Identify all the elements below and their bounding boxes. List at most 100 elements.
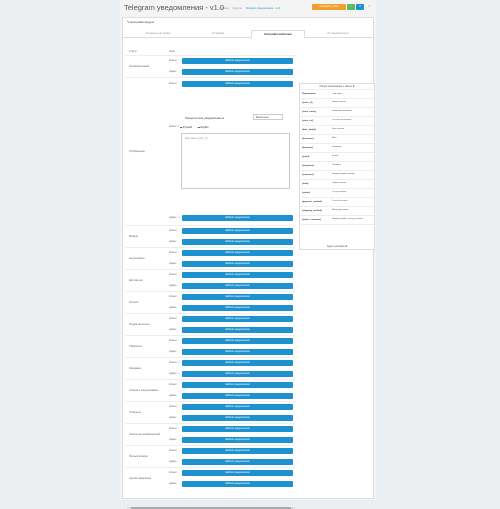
shipping-address-toggle[interactable]: Адрес доставки ✚	[326, 245, 348, 248]
template-button[interactable]: Шаблон уведомления	[182, 415, 293, 421]
table-row: Неоформленный Клиент Шаблон уведомления Адм…	[125, 55, 295, 78]
variable-description: Название магазина	[332, 110, 352, 112]
status-label: Отменено	[129, 411, 141, 414]
template-button[interactable]: Шаблон уведомления	[182, 349, 293, 355]
breadcrumb-home[interactable]: Главная	[219, 7, 229, 10]
variable-name: {order_id}	[302, 102, 313, 104]
variable-description: Статус заказа	[332, 191, 347, 193]
breadcrumb: Главная Модули Telegram уведомления - v1…	[219, 7, 283, 10]
template-button[interactable]: Шаблон уведомления	[182, 316, 293, 322]
template-button[interactable]: Шаблон уведомления	[182, 305, 293, 311]
recipient-label: Клиент	[169, 125, 177, 128]
variable-row: {telephone} Телефон	[300, 162, 374, 171]
tab-about[interactable]: Об уведомлениях	[327, 32, 349, 35]
page: Telegram уведомления - v1.0 Главная Моду…	[120, 0, 376, 509]
template-button[interactable]: Шаблон уведомления	[182, 371, 293, 377]
breadcrumb-current[interactable]: Telegram уведомления - v1.0	[245, 7, 281, 10]
template-button[interactable]: Шаблон уведомления	[182, 81, 293, 87]
enabled-check-icon[interactable]: ✓	[178, 371, 181, 375]
status-label: Неоформленный	[129, 65, 149, 68]
recipient-label: Админ	[169, 216, 177, 219]
tab-templates[interactable]: Настройки шаблонов	[251, 30, 305, 39]
table-row: Истекло Клиент Шаблон уведомления Админ Шабл…	[125, 291, 295, 314]
recipient-label: Админ	[169, 482, 177, 485]
variables-col-desc: Описание	[332, 93, 343, 95]
variable-description: E-mail	[332, 155, 339, 157]
recipient-label: Клиент	[169, 405, 177, 408]
enabled-check-icon[interactable]: ✓	[178, 215, 181, 219]
priority-label: Приоритетное уведомление ●	[185, 116, 225, 120]
template-textarea[interactable]: Ваш заказ {order_id}	[181, 133, 290, 189]
template-button[interactable]: Шаблон уведомления	[182, 239, 293, 245]
recipient-label: Клиент	[169, 471, 177, 474]
table-row: Ожидание Клиент ✓ Шаблон уведомления Админ ✓ Ш…	[125, 357, 295, 380]
variable-name: {date_added}	[302, 129, 316, 131]
tab-install[interactable]: Установка	[211, 32, 225, 35]
status-label: Полный возврат	[129, 455, 148, 458]
enabled-check-icon[interactable]: ✓	[178, 124, 181, 128]
variable-description: Метод доставки	[332, 209, 349, 211]
status-label: Ожидание	[129, 367, 142, 370]
variable-description: Комментарий к статусу заказа	[332, 218, 363, 220]
template-button[interactable]: Шаблон уведомления	[182, 448, 293, 454]
priority-select[interactable]: Выключено	[253, 114, 283, 120]
template-button[interactable]: Шаблон уведомления	[182, 481, 293, 487]
template-button[interactable]: Шаблон уведомления	[182, 360, 293, 366]
template-button[interactable]: Шаблон уведомления	[182, 215, 293, 221]
template-button[interactable]: Шаблон уведомления	[182, 338, 293, 344]
recipient-label: Админ	[169, 460, 177, 463]
status-label: Обработка	[129, 345, 142, 348]
template-button[interactable]: Шаблон уведомления	[182, 261, 293, 267]
table-row: Отменено Клиент Шаблон уведомления Админ Шаб…	[125, 401, 295, 424]
template-button[interactable]: Шаблон уведомления	[182, 272, 293, 278]
enabled-check-icon[interactable]: ✓	[178, 360, 181, 364]
variable-row: {total} Сумма заказа	[300, 180, 374, 189]
recipient-label: Админ	[169, 416, 177, 419]
template-button[interactable]: Шаблон уведомления	[182, 393, 293, 399]
status-label: Доставлено	[129, 279, 143, 282]
template-button[interactable]: Шаблон уведомления	[182, 228, 293, 234]
variables-heading[interactable]: Общая информация о заказе ✚	[300, 84, 374, 90]
variable-name: {lastname}	[302, 147, 314, 149]
variable-row: {email} E-mail	[300, 153, 374, 162]
save-button[interactable]: ✓	[347, 4, 355, 10]
recipient-label: Админ	[169, 240, 177, 243]
table-row: Полный возврат Клиент Шаблон уведомления Ад…	[125, 445, 295, 468]
template-button[interactable]: Шаблон уведомления	[182, 437, 293, 443]
template-button[interactable]: Шаблон уведомления	[182, 404, 293, 410]
lang-tab-en[interactable]: ▬ English	[197, 126, 209, 129]
status-label: Истекло	[129, 301, 139, 304]
variable-description: Дата заказа	[332, 128, 345, 130]
close-icon[interactable]: ×	[368, 5, 370, 8]
breadcrumb-modules[interactable]: Модули	[232, 7, 242, 10]
template-button[interactable]: Шаблон уведомления	[182, 327, 293, 333]
variables-col-var: Переменные	[302, 93, 316, 95]
template-button[interactable]: Шаблон уведомления	[182, 250, 293, 256]
settings-panel: ✎ Настройки модуля Основные настройки Ус…	[122, 17, 375, 509]
template-button[interactable]: Шаблон уведомления	[182, 426, 293, 432]
recipient-label: Админ	[169, 284, 177, 287]
variable-name: {email}	[302, 156, 310, 158]
table-row: Возврат Клиент Шаблон уведомления Админ Шабл…	[125, 225, 295, 248]
template-button[interactable]: Шаблон уведомления	[182, 382, 293, 388]
page-title: Telegram уведомления - v1.0	[124, 3, 225, 12]
template-button[interactable]: Шаблон уведомления	[182, 470, 293, 476]
variable-name: {telephone}	[302, 165, 315, 167]
status-label: Отображение	[129, 150, 145, 153]
variable-name: {store_name}	[302, 111, 316, 113]
template-button[interactable]: Шаблон уведомления	[182, 58, 293, 64]
lang-tab-ru[interactable]: ▬ Русский	[180, 126, 192, 129]
tab-general[interactable]: Основные настройки	[145, 32, 171, 35]
template-button[interactable]: Шаблон уведомления	[182, 69, 293, 75]
template-button[interactable]: Шаблон уведомления	[182, 459, 293, 465]
table-row: Обработка Клиент Шаблон уведомления Админ Ша…	[125, 335, 295, 358]
template-button[interactable]: Шаблон уведомления	[182, 283, 293, 289]
save-escape-button[interactable]: Сохранить - ESC	[312, 4, 346, 10]
refresh-button[interactable]: ⟳	[356, 4, 364, 10]
template-button[interactable]: Шаблон уведомления	[182, 294, 293, 300]
recipient-label: Клиент	[169, 383, 177, 386]
variable-name: {total}	[302, 183, 309, 185]
variable-description: Способ оплаты	[332, 200, 348, 202]
variable-row: {payment_method} Способ оплаты	[300, 198, 374, 207]
variable-description: Номер заказа	[332, 101, 346, 103]
